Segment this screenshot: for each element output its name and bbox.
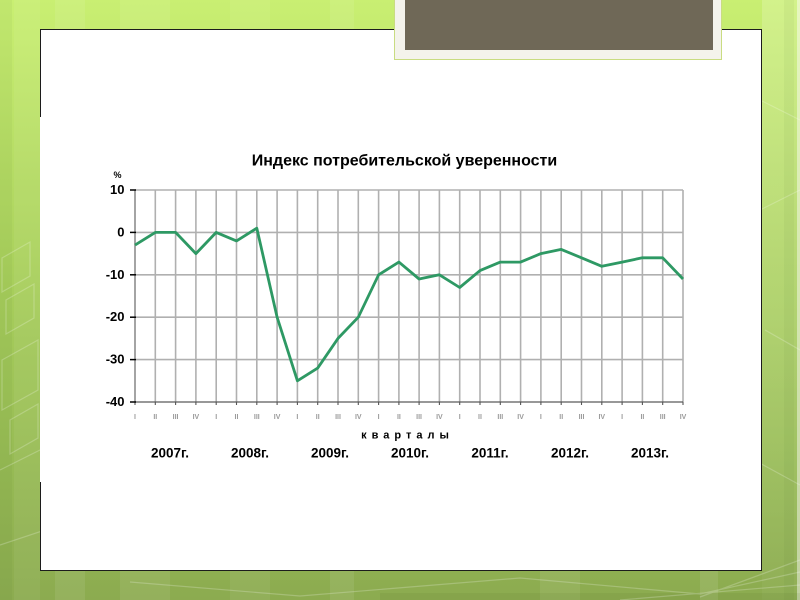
svg-text:2007г.: 2007г. [151, 446, 189, 461]
svg-text:II: II [235, 414, 239, 421]
svg-text:III: III [416, 414, 422, 421]
svg-text:II: II [397, 414, 401, 421]
svg-text:I: I [459, 414, 461, 421]
svg-text:2013г.: 2013г. [631, 446, 669, 461]
svg-text:I: I [134, 414, 136, 421]
svg-text:Индекс потребительской уверенн: Индекс потребительской уверенности [252, 153, 557, 170]
svg-text:II: II [640, 414, 644, 421]
svg-text:I: I [621, 414, 623, 421]
svg-text:2011г.: 2011г. [471, 446, 508, 461]
svg-text:0: 0 [117, 224, 124, 239]
svg-text:IV: IV [517, 414, 524, 421]
svg-text:III: III [335, 414, 341, 421]
svg-text:III: III [579, 414, 585, 421]
svg-text:-30: -30 [106, 352, 125, 367]
svg-text:IV: IV [680, 414, 687, 421]
svg-text:2010г.: 2010г. [391, 446, 429, 461]
svg-text:10: 10 [110, 182, 124, 197]
svg-text:III: III [497, 414, 503, 421]
svg-text:I: I [540, 414, 542, 421]
svg-text:-40: -40 [106, 394, 125, 409]
svg-text:IV: IV [274, 414, 281, 421]
svg-text:-20: -20 [106, 309, 125, 324]
svg-text:III: III [173, 414, 179, 421]
svg-text:I: I [378, 414, 380, 421]
svg-text:IV: IV [355, 414, 362, 421]
svg-text:II: II [559, 414, 563, 421]
svg-text:%: % [113, 170, 121, 180]
svg-text:2012г.: 2012г. [551, 446, 589, 461]
svg-text:2008г.: 2008г. [231, 446, 269, 461]
svg-text:III: III [660, 414, 666, 421]
svg-text:-10: -10 [106, 267, 125, 282]
svg-text:II: II [316, 414, 320, 421]
svg-text:III: III [254, 414, 260, 421]
svg-text:IV: IV [598, 414, 605, 421]
svg-text:2009г.: 2009г. [311, 446, 349, 461]
svg-text:IV: IV [193, 414, 200, 421]
svg-text:I: I [215, 414, 217, 421]
svg-text:II: II [478, 414, 482, 421]
svg-text:кварталы: кварталы [361, 430, 454, 442]
svg-text:IV: IV [436, 414, 443, 421]
svg-text:I: I [296, 414, 298, 421]
svg-text:II: II [153, 414, 157, 421]
